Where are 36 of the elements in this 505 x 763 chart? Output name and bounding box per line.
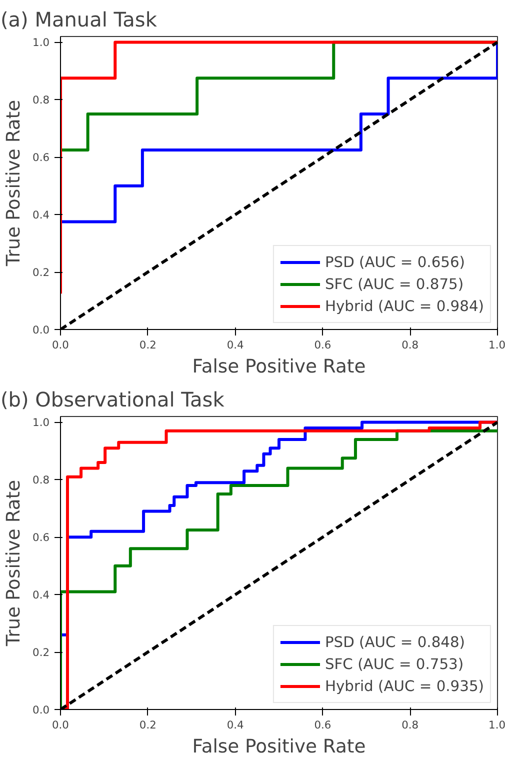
x-tick-label: 0.0 — [52, 718, 70, 732]
chart-title: (a) Manual Task — [0, 8, 158, 32]
x-tick-label: 0.8 — [402, 718, 419, 732]
x-tick-label: 0.6 — [314, 718, 332, 732]
legend-label: Hybrid (AUC = 0.935) — [324, 678, 484, 694]
y-axis-title: True Positive Rate — [4, 480, 25, 648]
y-tick-label: 1.0 — [32, 416, 50, 430]
legend-label: SFC (AUC = 0.753) — [324, 656, 464, 672]
x-tick-label: 0.8 — [402, 338, 419, 352]
x-tick-label: 0.2 — [139, 338, 156, 352]
x-tick-label: 0.2 — [139, 718, 156, 732]
y-tick-label: 1.0 — [32, 36, 50, 50]
x-tick-label: 0.0 — [52, 338, 70, 352]
x-tick-label: 1.0 — [488, 338, 505, 352]
y-tick-label: 0.6 — [32, 151, 50, 164]
x-axis-title: False Positive Rate — [192, 736, 366, 758]
x-axis-title: False Positive Rate — [192, 356, 366, 378]
y-tick-label: 0.2 — [32, 266, 50, 280]
legend-label: PSD (AUC = 0.656) — [324, 254, 466, 270]
y-tick-label: 0.6 — [32, 531, 50, 544]
y-tick-label: 0.4 — [32, 588, 50, 602]
y-tick-label: 0.8 — [32, 474, 50, 487]
legend-label: PSD (AUC = 0.848) — [324, 634, 466, 650]
y-axis-title: True Positive Rate — [4, 100, 25, 268]
legend-label: SFC (AUC = 0.875) — [324, 276, 464, 292]
y-tick-label: 0.0 — [32, 324, 50, 336]
x-tick-label: 0.6 — [314, 338, 332, 352]
legend-label: Hybrid (AUC = 0.984) — [324, 298, 484, 314]
y-tick-label: 0.0 — [32, 704, 50, 716]
x-tick-label: 0.4 — [226, 718, 244, 732]
y-tick-label: 0.4 — [32, 208, 50, 222]
chart-title: (b) Observational Task — [0, 388, 225, 412]
x-tick-label: 1.0 — [488, 718, 505, 732]
y-tick-label: 0.8 — [32, 94, 50, 107]
y-tick-label: 0.2 — [32, 646, 50, 660]
x-tick-label: 0.4 — [226, 338, 244, 352]
